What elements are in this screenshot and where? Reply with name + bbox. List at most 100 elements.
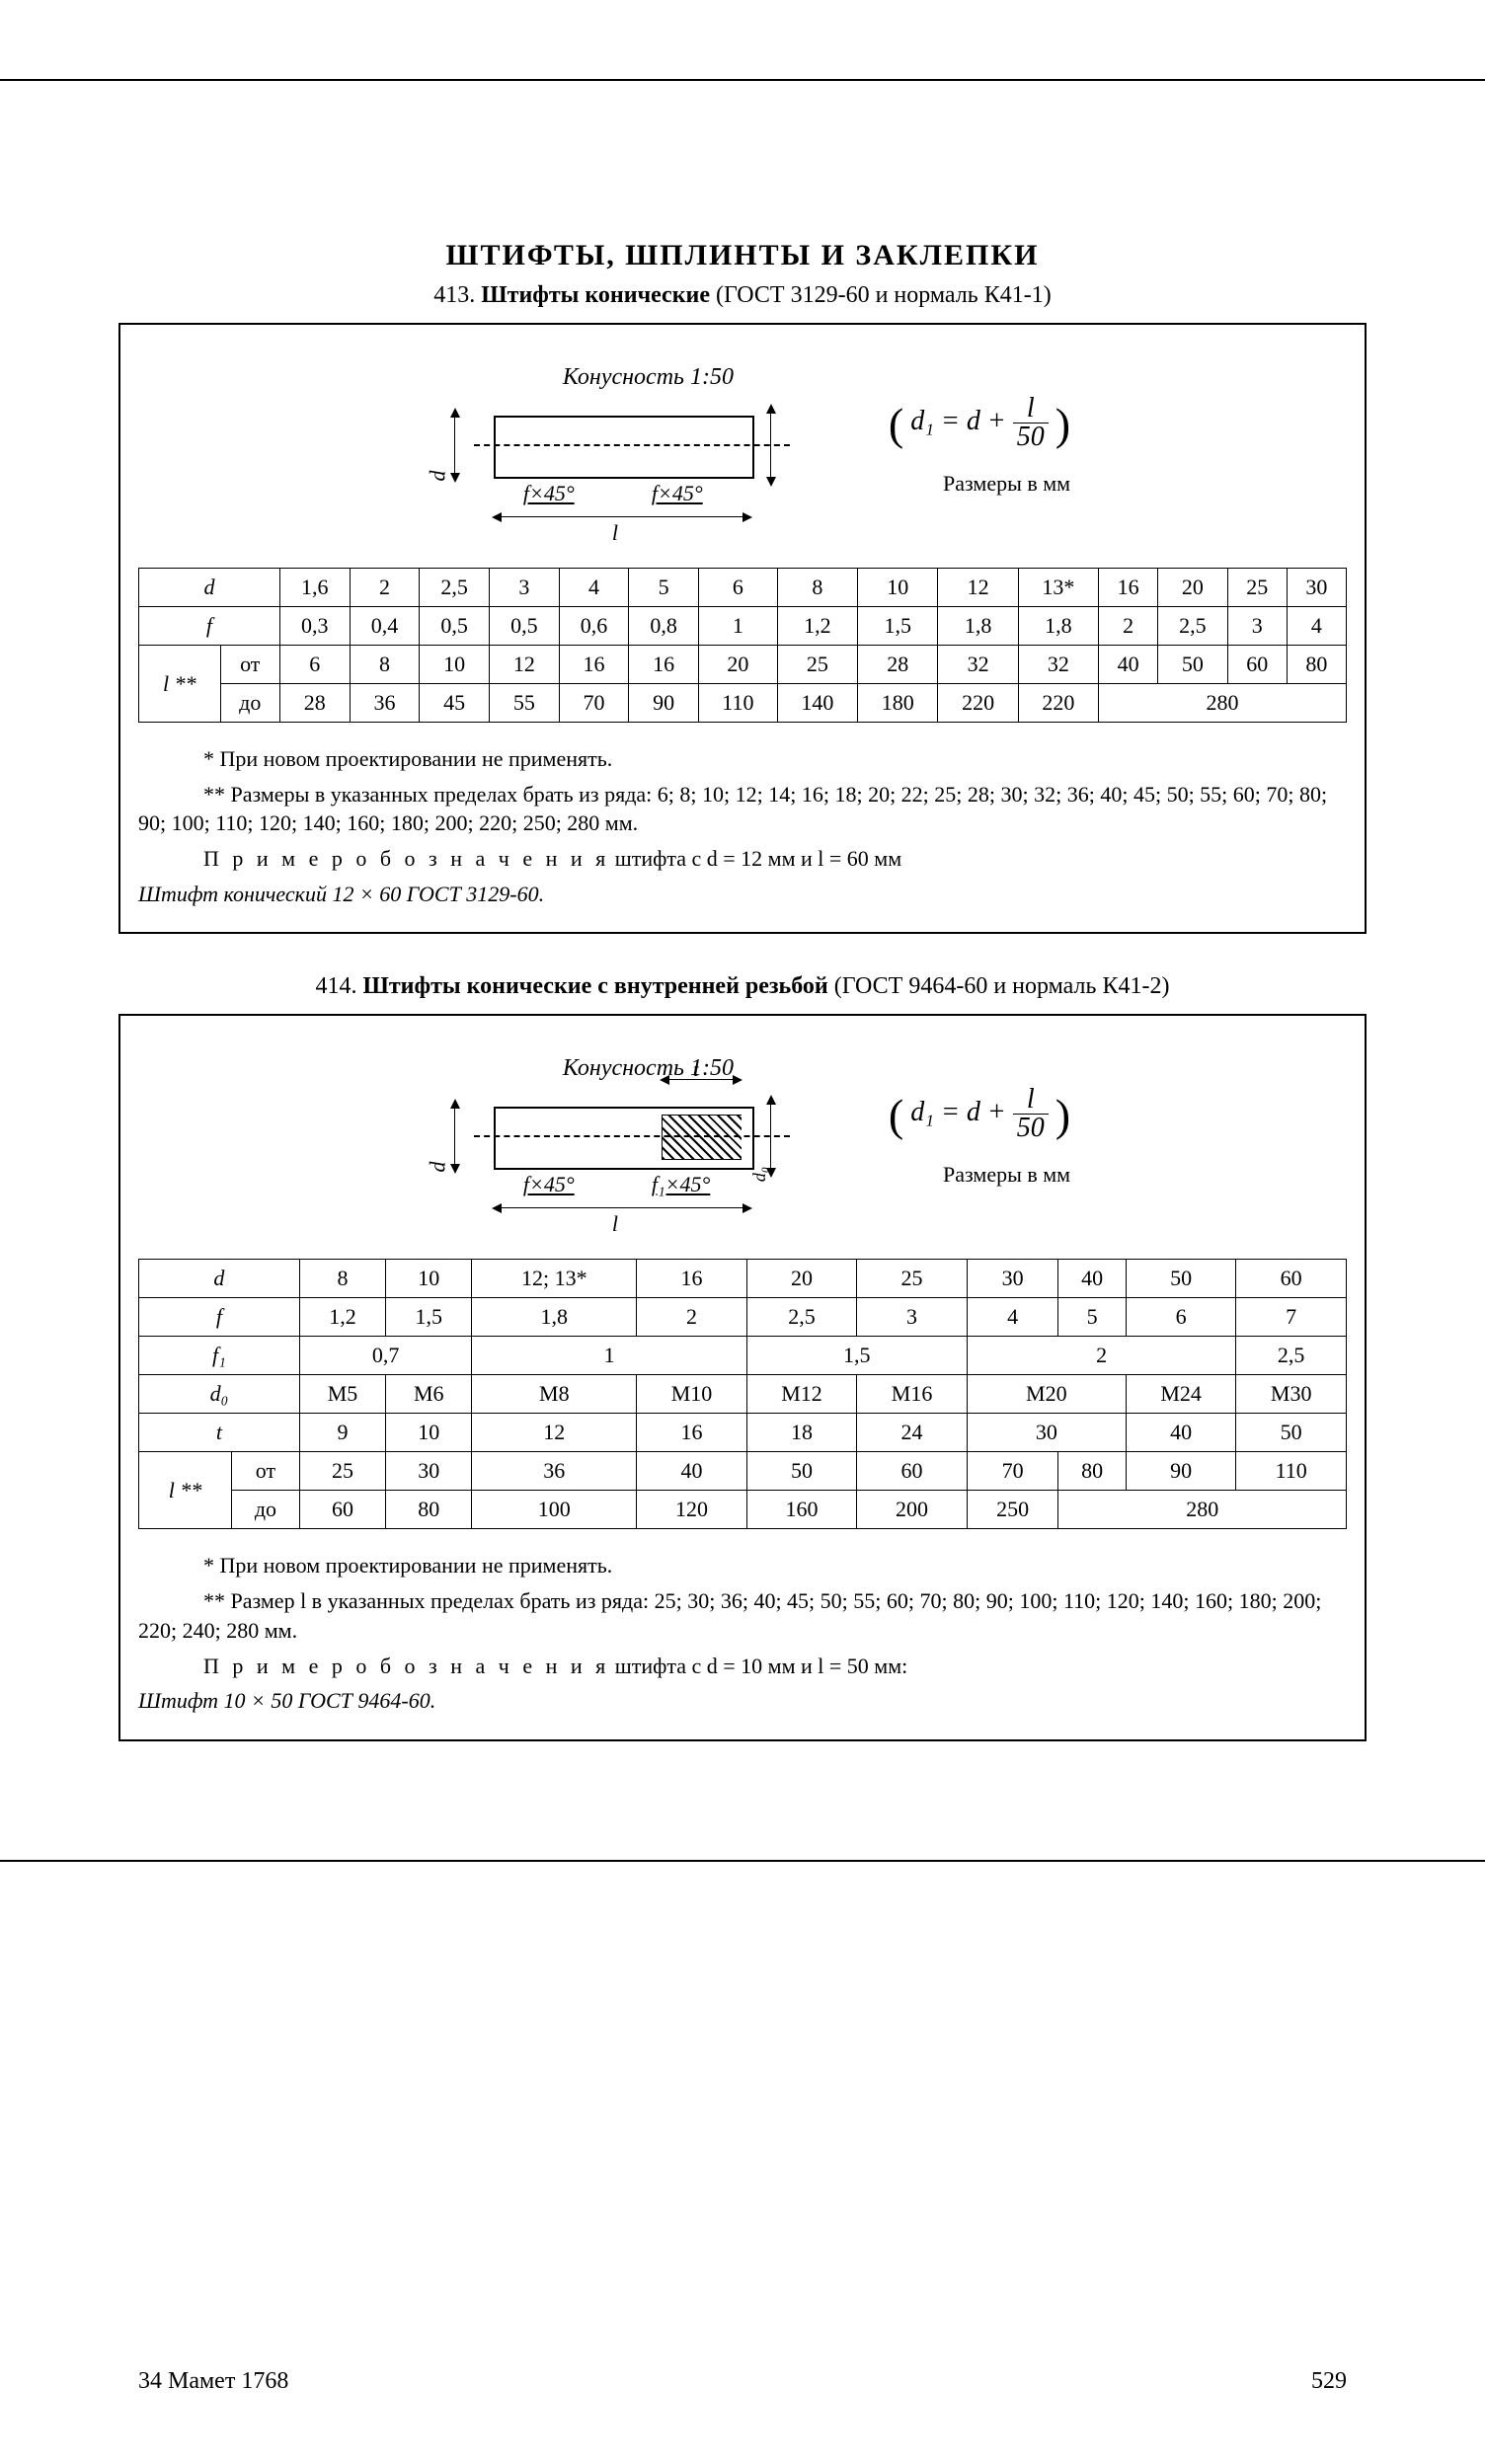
frac-den: 50: [1013, 1115, 1049, 1142]
dim-d-arrow: [454, 410, 485, 481]
cell: 1,8: [938, 607, 1018, 646]
header-cell: l **: [139, 646, 221, 723]
note-star: * При новом проектировании не применять.: [138, 1551, 1347, 1580]
table-413: d1,622,534568101213*16202530f0,30,40,50,…: [138, 568, 1347, 723]
cell: 70: [559, 684, 629, 723]
example-line2: Штифт конический 12 × 60 ГОСТ 3129-60.: [138, 880, 1347, 909]
cell: 0,7: [299, 1337, 472, 1375]
cell: 7: [1236, 1298, 1347, 1337]
cell: 25: [299, 1452, 385, 1491]
cell: 250: [967, 1491, 1058, 1529]
section-413-heading: 413. Штифты конические (ГОСТ 3129-60 и н…: [118, 282, 1367, 309]
rule-top: [0, 79, 1485, 81]
cell: 2: [350, 569, 420, 607]
table-414: d81012; 13*16202530405060f1,21,51,822,53…: [138, 1259, 1347, 1529]
cell: 160: [746, 1491, 857, 1529]
table-row: l **от253036405060708090110: [139, 1452, 1347, 1491]
formula-and-note: ( d₁ = d + l 50 ) Размеры в мм: [889, 395, 1070, 497]
cell: M24: [1126, 1375, 1236, 1414]
cell: M8: [472, 1375, 637, 1414]
cell: 12; 13*: [472, 1260, 637, 1298]
pin-axis: [474, 1135, 790, 1137]
cell: 4: [967, 1298, 1058, 1337]
cell: 10: [386, 1260, 472, 1298]
cell: 1,5: [386, 1298, 472, 1337]
dim-d-arrow: [454, 1101, 485, 1172]
note-starstar: ** Размеры в указанных пределах брать из…: [138, 780, 1347, 838]
example-414: П р и м е р о б о з н а ч е н и я штифта…: [138, 1652, 1347, 1681]
dim-l-arrow: [494, 1207, 750, 1208]
cell: 50: [1236, 1414, 1347, 1452]
table-row: f0,30,40,50,50,60,811,21,51,81,822,534: [139, 607, 1347, 646]
formula-413: ( d₁ = d + l 50 ): [889, 395, 1070, 451]
cell: 5: [1058, 1298, 1126, 1337]
figure-row-414: d d₀ Конусность 1:50 t f×45° f₁×45° l ( …: [138, 1038, 1347, 1235]
section-414-heading: 414. Штифты конические с внутренней резь…: [118, 973, 1367, 1000]
cell: 80: [1287, 646, 1346, 684]
cell: 55: [489, 684, 559, 723]
cell: 2: [1099, 607, 1158, 646]
heading-num: 413.: [433, 282, 475, 308]
cell: 12: [489, 646, 559, 684]
cell: 220: [1018, 684, 1098, 723]
cell: 0,3: [279, 607, 350, 646]
cell: 32: [1018, 646, 1098, 684]
cell: 10: [386, 1414, 472, 1452]
cell: 6: [699, 569, 778, 607]
cell: 12: [472, 1414, 637, 1452]
chamfer-left: f×45°: [523, 1172, 575, 1197]
cell: 0,5: [420, 607, 490, 646]
cell: 1,2: [299, 1298, 385, 1337]
taper-label: Конусность 1:50: [563, 364, 734, 391]
chamfer-right: f₁×45°: [652, 1172, 710, 1197]
cell: M10: [637, 1375, 747, 1414]
example-pre: П р и м е р о б о з н а ч е н и я: [203, 846, 609, 871]
cell: 110: [1236, 1452, 1347, 1491]
cell: M30: [1236, 1375, 1347, 1414]
cell: 9: [299, 1414, 385, 1452]
cell: M6: [386, 1375, 472, 1414]
cell: 16: [637, 1414, 747, 1452]
cell: 16: [559, 646, 629, 684]
cell: 90: [1126, 1452, 1236, 1491]
cell: 40: [637, 1452, 747, 1491]
cell: M5: [299, 1375, 385, 1414]
footer-right: 529: [1311, 2368, 1347, 2395]
table-row: до6080100120160200250280: [139, 1491, 1347, 1529]
cell: 40: [1058, 1260, 1126, 1298]
cell: 20: [746, 1260, 857, 1298]
cell: 0,6: [559, 607, 629, 646]
table-row: t91012161824304050: [139, 1414, 1347, 1452]
cell: M20: [967, 1375, 1126, 1414]
cell: 90: [629, 684, 699, 723]
formula-and-note: ( d₁ = d + l 50 ) Размеры в мм: [889, 1086, 1070, 1188]
header-cell: от: [220, 646, 279, 684]
cell: 110: [699, 684, 778, 723]
header-cell: f: [139, 1298, 300, 1337]
thread-hatch: [662, 1115, 742, 1160]
header-cell: d: [139, 569, 280, 607]
cell: 25: [1227, 569, 1287, 607]
cell: 1,8: [1018, 607, 1098, 646]
cell: 4: [1287, 607, 1346, 646]
cell: 20: [699, 646, 778, 684]
cell: 2,5: [1236, 1337, 1347, 1375]
cell: 10: [858, 569, 938, 607]
example-line2: Штифт 10 × 50 ГОСТ 9464-60.: [138, 1686, 1347, 1716]
header-cell: f: [139, 607, 280, 646]
header-cell: d: [139, 1260, 300, 1298]
dim-d-label: d: [425, 1162, 450, 1173]
note-star: * При новом проектировании не применять.: [138, 744, 1347, 774]
example-413: П р и м е р о б о з н а ч е н и я штифта…: [138, 844, 1347, 874]
cell: 32: [938, 646, 1018, 684]
cell: 1,6: [279, 569, 350, 607]
cell: 200: [857, 1491, 968, 1529]
cell: 280: [1099, 684, 1347, 723]
cell: 70: [967, 1452, 1058, 1491]
cell: 1,2: [777, 607, 857, 646]
cell: 60: [1236, 1260, 1347, 1298]
dim-d0-label: d₀: [749, 1167, 770, 1182]
cell: 50: [1158, 646, 1228, 684]
cell: 30: [1287, 569, 1346, 607]
cell: 12: [938, 569, 1018, 607]
